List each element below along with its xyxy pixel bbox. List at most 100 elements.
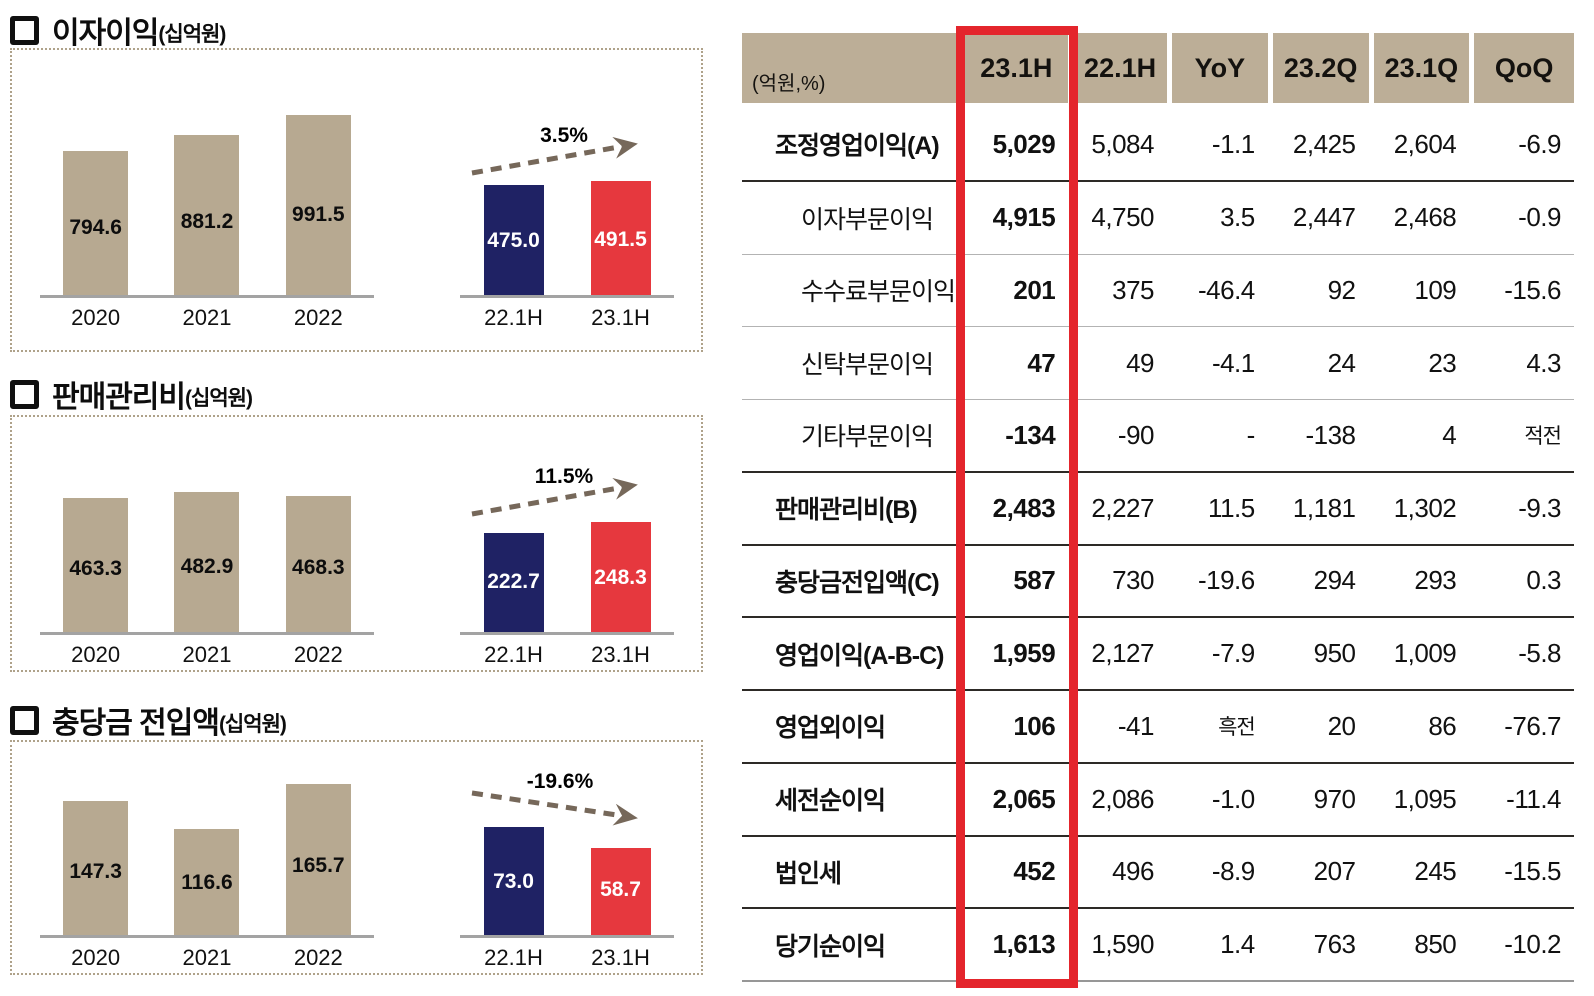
cell: -0.9 [1518,202,1561,233]
bar-value: 491.5 [594,227,647,251]
cell: 92 [1327,274,1356,305]
section-unit: (십억원) [185,387,253,410]
row-label: 신탁부문이익 [801,351,934,380]
cell: 흑전 [1218,716,1256,740]
col-header-23-2q: 23.2Q [1272,33,1369,103]
cell: 106 [1013,710,1056,741]
section-unit: (십억원) [158,23,226,46]
cell: 2,604 [1393,128,1457,159]
cell: 452 [1013,856,1056,887]
row-label: 판매관리비(B) [775,496,918,525]
cell: 4.3 [1526,347,1561,378]
cell: 763 [1313,929,1356,960]
x-label: 2021 [182,945,232,970]
cell: - [1246,419,1256,450]
table-row: 법인세 452 496 -8.9 207 245 -15.5 [742,837,1574,910]
cell: 5,084 [1091,128,1154,159]
cell: 86 [1428,710,1457,741]
cell: 4,750 [1091,202,1154,233]
col-header-yoy: YoY [1171,33,1268,103]
table-row: 판매관리비(B) 2,483 2,227 11.5 1,181 1,302 -9.3 [742,473,1574,546]
bar-value: 73.0 [493,869,534,893]
section-title-text: 판매관리비 [52,381,186,414]
square-bullet-icon [10,15,39,45]
row-label: 세전순이익 [775,787,886,816]
cell: 587 [1013,565,1056,596]
row-label: 수수료부문이익 [801,278,956,307]
interest-income-chart: 794.6 881.2 991.5 2020 2021 2022 3.5% 47… [10,48,703,352]
cell: 4 [1442,419,1457,450]
col-header-23-1h: 23.1H [964,33,1069,103]
row-label: 조정영업이익(A) [775,132,940,161]
cell: 20 [1327,710,1356,741]
row-label: 당기순이익 [775,932,886,961]
growth-label: 3.5% [540,124,588,147]
cell: 1,590 [1091,929,1154,960]
bar-2021: 482.9 [174,492,240,632]
cell: 730 [1112,565,1154,596]
cell: -15.5 [1504,856,1562,887]
bar-2021: 116.6 [174,829,240,935]
growth-arrow-up: 3.5% [471,124,638,176]
bar-2022: 991.5 [285,115,351,295]
table-unit-note: (억원,%) [742,33,960,103]
half-year-bar-group: -19.6% 73.0 58.7 22.1H 23.1H [460,760,674,971]
x-axis-labels: 22.1H 23.1H [460,635,674,668]
bar-2022: 468.3 [285,496,351,632]
square-bullet-icon [10,379,39,409]
col-header-qoq: QoQ [1474,33,1575,103]
provision-chart: 147.3 116.6 165.7 2020 2021 2022 -19.6% … [10,740,703,975]
cell: 2,086 [1091,783,1154,814]
bar-value: 463.3 [69,557,122,581]
x-axis-labels: 22.1H 23.1H [460,298,674,331]
cell: 24 [1327,347,1356,378]
table-row: 신탁부문이익 47 49 -4.1 24 23 4.3 [742,327,1574,400]
yearly-bar-group: 794.6 881.2 991.5 2020 2021 2022 [40,85,374,331]
x-label: 2021 [182,305,232,330]
section-title-interest-income: 이자이익 (십억원) [10,8,226,52]
x-label: 2022 [293,642,343,667]
cell: 294 [1313,565,1356,596]
cell: 201 [1013,274,1056,305]
cell: 375 [1112,274,1154,305]
cell: 1,302 [1393,492,1457,523]
half-year-bar-group: 3.5% 475.0 491.5 22.1H 23.1H [460,85,674,331]
bar-2020: 463.3 [63,498,129,632]
cell: 496 [1112,856,1154,887]
cell: 3.5 [1220,202,1255,233]
x-label: 2022 [293,945,343,970]
cell: 4,915 [992,202,1056,233]
table-row: 기타부문이익 -134 -90 - -138 4 적전 [742,400,1574,473]
cell: -1.0 [1211,783,1255,814]
table-row: 당기순이익 1,613 1,590 1.4 763 850 -10.2 [742,909,1574,982]
cell: -46.4 [1197,274,1255,305]
cell: 11.5 [1208,492,1255,523]
x-axis-labels: 2020 2021 2022 [40,938,374,971]
bar-value: 222.7 [487,570,540,594]
cell: 2,468 [1393,202,1457,233]
cell: -15.6 [1504,274,1561,305]
bar-value: 991.5 [292,202,345,226]
income-statement-table: (억원,%) 23.1H 22.1H YoY 23.2Q 23.1Q QoQ 조정영업이익(… [742,26,1575,988]
growth-label: 11.5% [535,465,594,488]
cell: -19.6 [1197,565,1255,596]
bar-value: 475.0 [487,229,540,253]
cell: 47 [1027,347,1056,378]
row-label: 기타부문이익 [801,423,934,452]
cell: 2,227 [1091,492,1154,523]
table-row: 조정영업이익(A) 5,029 5,084 -1.1 2,425 2,604 -6.9 [742,109,1574,182]
cell: 2,127 [1091,638,1154,669]
cell: -90 [1117,419,1155,450]
x-label: 2021 [182,642,232,667]
bar-value: 147.3 [69,860,122,884]
bar-value: 482.9 [180,554,234,578]
x-axis-labels: 22.1H 23.1H [460,938,674,971]
x-label: 23.1H [591,945,650,970]
cell: -6.9 [1518,128,1562,159]
x-label: 23.1H [591,305,650,330]
x-label: 2020 [71,305,121,330]
bar-value: 794.6 [69,216,122,240]
table-header-row: (억원,%) 23.1H 22.1H YoY 23.2Q 23.1Q QoQ [742,33,1575,103]
cell: -5.8 [1518,638,1562,669]
cell: 1,613 [992,929,1056,960]
